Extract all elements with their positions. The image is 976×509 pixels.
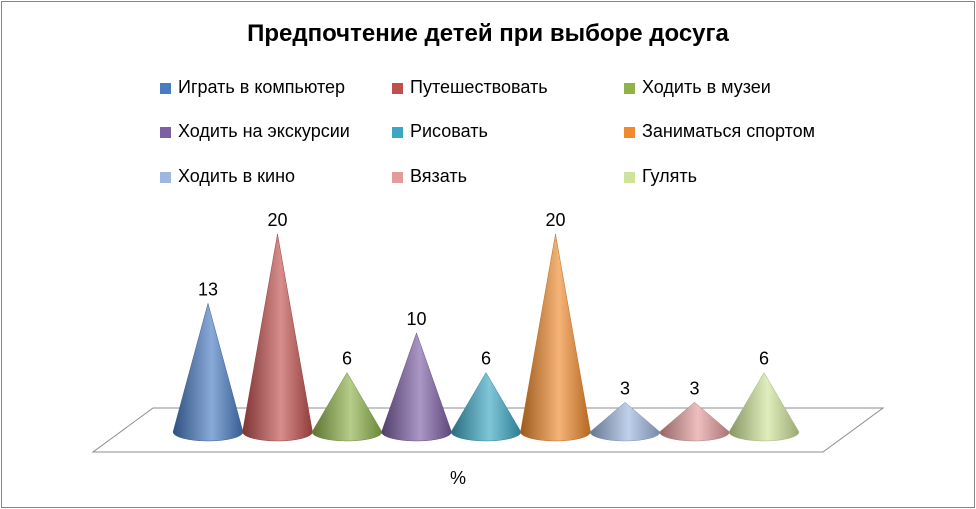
legend-swatch <box>624 83 635 94</box>
data-label: 13 <box>198 279 218 299</box>
cone-body <box>520 233 591 442</box>
data-label: 3 <box>620 378 630 398</box>
legend-swatch <box>160 127 171 138</box>
legend-label: Гулять <box>642 166 698 186</box>
chart-title: Предпочтение детей при выборе досуга <box>247 20 729 47</box>
data-label: 6 <box>342 349 352 369</box>
cone-bar <box>520 233 591 442</box>
legend-label: Играть в компьютер <box>178 77 346 97</box>
legend-label: Рисовать <box>410 121 488 141</box>
cone-bar <box>311 372 383 442</box>
cone-body <box>589 401 661 442</box>
legend-swatch <box>392 83 403 94</box>
cone-bar <box>381 332 452 442</box>
cone-bar <box>450 372 522 442</box>
legend-swatch <box>624 172 635 183</box>
cone-body <box>728 372 800 442</box>
legend-swatch <box>392 172 403 183</box>
legend-label: Ходить на экскурсии <box>178 121 350 141</box>
cone-bar <box>728 372 800 442</box>
cone-body <box>659 401 730 442</box>
cone-body <box>242 233 313 442</box>
cone-body <box>450 372 522 442</box>
legend-label: Заниматься спортом <box>642 121 816 141</box>
data-label: 3 <box>689 378 699 398</box>
cone-bar <box>172 302 244 442</box>
legend-label: Путешествовать <box>410 77 548 97</box>
cone-bar <box>242 233 313 442</box>
legend-swatch <box>160 83 171 94</box>
legend-label: Ходить в музеи <box>642 77 771 97</box>
x-axis-label: % <box>449 468 466 488</box>
cone-body <box>172 302 244 442</box>
legend-swatch <box>160 172 171 183</box>
cone-body <box>311 372 383 442</box>
legend-label: Ходить в кино <box>178 166 296 186</box>
data-label: 20 <box>267 210 287 230</box>
data-label: 6 <box>481 349 491 369</box>
data-label: 6 <box>759 349 769 369</box>
data-label: 20 <box>545 210 565 230</box>
cone-body <box>381 332 452 442</box>
cone-bar <box>589 401 661 442</box>
legend-swatch <box>624 127 635 138</box>
legend-swatch <box>392 127 403 138</box>
cone-bar <box>659 401 730 442</box>
legend-label: Вязать <box>410 166 468 186</box>
data-label: 10 <box>406 309 426 329</box>
